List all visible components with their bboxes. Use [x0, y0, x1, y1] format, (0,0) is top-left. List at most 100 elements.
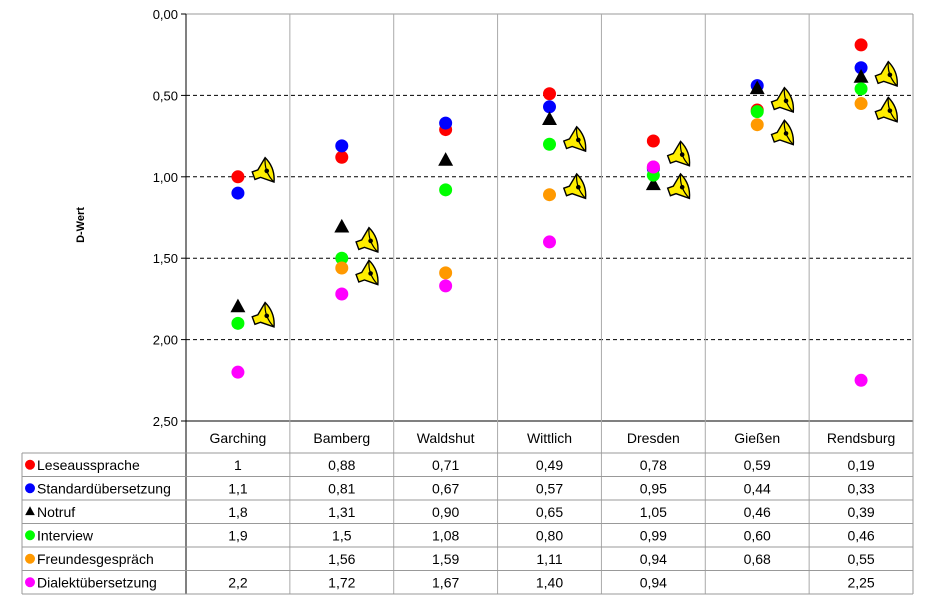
speaker-dot [887, 72, 893, 78]
marker-dialektübersetzung [854, 373, 868, 387]
marker-interview [335, 251, 349, 265]
speaker-body [874, 96, 898, 123]
table-cell: 0,57 [536, 480, 563, 496]
marker-leseaussprache [543, 87, 556, 101]
speaker-body [666, 140, 691, 167]
category-label: Garching [210, 430, 267, 446]
y-tick-label: 1,00 [153, 170, 178, 185]
marker-dialektübersetzung [646, 160, 660, 174]
table-cell: 0,94 [640, 551, 667, 567]
category-label: Bamberg [313, 430, 370, 446]
legend-label: Standardübersetzung [37, 480, 171, 496]
speaker-dot [679, 152, 685, 157]
speaker-body [666, 172, 691, 200]
legend-label: Dialektübersetzung [37, 574, 157, 590]
table-cell: 0,60 [744, 527, 771, 543]
marker-notruf [334, 218, 350, 233]
marker-leseaussprache [231, 170, 245, 184]
category-label: Wittlich [527, 430, 572, 446]
marker-standardübersetzung [854, 61, 868, 75]
marker-interview [750, 105, 764, 119]
speaker-dot [783, 131, 789, 136]
speaker-dot [576, 137, 581, 143]
legend-label: Freundesgespräch [37, 551, 154, 567]
y-tick-label: 0,00 [153, 7, 178, 22]
marker-notruf [438, 152, 454, 166]
marker-interview [439, 183, 453, 197]
table-cell: 1,9 [228, 527, 248, 543]
data-marks [230, 38, 869, 387]
marker-freundesgespräch [543, 188, 556, 202]
table-cell: 1 [234, 457, 242, 473]
table-cell: 1,56 [328, 551, 355, 567]
marker-notruf [749, 80, 765, 95]
speaker-body [770, 86, 795, 114]
marker-standardübersetzung [335, 139, 349, 153]
speaker-dot [264, 168, 270, 174]
speaker-icon [251, 156, 275, 184]
marker-freundesgespräch [854, 97, 868, 111]
speaker-icon [874, 60, 898, 87]
speaker-dot [368, 238, 373, 244]
speaker-body [770, 119, 795, 146]
speaker-body [251, 301, 275, 328]
marker-standardübersetzung [231, 186, 245, 200]
table-cell: 1,5 [332, 527, 352, 543]
speaker-icon [355, 259, 379, 286]
y-axis: 0,00 0,50 1,00 1,50 2,00 2,50 [153, 7, 186, 429]
marker-leseaussprache [25, 459, 35, 470]
speaker-body [355, 259, 379, 286]
table-cell: 0,71 [432, 457, 459, 473]
legend-label: Interview [37, 527, 94, 543]
legend-label: Leseaussprache [37, 457, 140, 473]
table-cell: 1,08 [432, 527, 459, 543]
marker-notruf [645, 176, 661, 191]
marker-leseaussprache [854, 38, 868, 52]
speaker-body [251, 156, 275, 184]
table-cell: 1,1 [228, 480, 248, 496]
table-cell: 1,40 [536, 574, 563, 590]
marker-dialektübersetzung [439, 279, 453, 293]
speaker-icon [874, 96, 898, 123]
marker-standardübersetzung [439, 116, 453, 130]
speaker-dot [576, 184, 581, 190]
y-tick-label: 2,50 [153, 414, 178, 429]
marker-interview [25, 530, 35, 541]
y-axis-label: D-Wert [75, 207, 87, 243]
table-cell: 0,33 [847, 480, 874, 496]
table-cell: 0,78 [640, 457, 667, 473]
table-cell: 0,67 [432, 480, 459, 496]
category-label: Dresden [627, 430, 680, 446]
speaker-icon [355, 226, 379, 254]
speaker-dot [368, 271, 373, 276]
table-cell: 1,59 [432, 551, 459, 567]
speaker-icon [251, 301, 275, 328]
marker-freundesgespräch [25, 553, 35, 564]
speaker-body [562, 125, 587, 153]
table-cell: 0,88 [328, 457, 355, 473]
marker-notruf [25, 506, 35, 516]
y-tick-label: 1,50 [153, 251, 178, 266]
table-cell: 1,67 [432, 574, 459, 590]
marker-freundesgespräch [439, 266, 453, 280]
marker-freundesgespräch [335, 261, 349, 275]
table-cell: 0,90 [432, 504, 459, 520]
category-label: Waldshut [417, 430, 475, 446]
marker-dialektübersetzung [231, 365, 245, 379]
speaker-icon [770, 86, 795, 114]
table-cell: 1,31 [328, 504, 355, 520]
table-cell: 0,59 [744, 457, 771, 473]
speaker-dot [887, 108, 893, 113]
marker-freundesgespräch [750, 118, 764, 132]
table-cell: 1,8 [228, 504, 248, 520]
table-cell: 0,94 [640, 574, 667, 590]
speaker-icon [666, 172, 691, 200]
table-cell: 0,81 [328, 480, 355, 496]
category-label: Gießen [734, 430, 780, 446]
table-cell: 0,55 [847, 551, 874, 567]
speaker-dot [783, 98, 789, 104]
speaker-icon [562, 172, 587, 200]
speaker-dot [679, 184, 685, 190]
marker-standardübersetzung [25, 483, 35, 494]
